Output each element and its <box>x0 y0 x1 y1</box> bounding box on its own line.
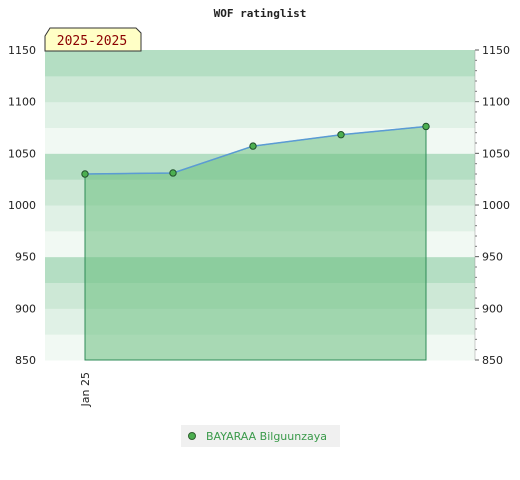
legend-marker <box>188 432 196 440</box>
legend[interactable]: BAYARAA Bilguunzaya <box>181 425 340 447</box>
y-tick-label-right: 1100 <box>482 96 510 109</box>
y-tick-label-right: 950 <box>482 251 503 264</box>
y-tick-label-left: 1150 <box>8 44 36 57</box>
y-tick-label-right: 850 <box>482 354 503 367</box>
grid-band <box>45 50 475 77</box>
data-points <box>81 122 430 178</box>
season-badge: 2025-2025 <box>44 27 142 52</box>
y-tick-label-left: 1000 <box>8 199 36 212</box>
y-tick-label-left: 950 <box>15 251 36 264</box>
data-point[interactable] <box>81 170 89 178</box>
y-tick-label-left: 900 <box>15 302 36 315</box>
badge-text: 2025-2025 <box>57 34 127 49</box>
y-tick-label-right: 1050 <box>482 147 510 160</box>
data-point[interactable] <box>337 131 345 139</box>
axes: 850 850 900 900 950 950 1000 1000 1050 1050 1100 11… <box>8 44 510 407</box>
y-tick-label-left: 850 <box>15 354 36 367</box>
chart-title: WOF ratinglist <box>214 7 307 20</box>
legend-label: BAYARAA Bilguunzaya <box>206 430 327 443</box>
y-tick-label-right: 1150 <box>482 44 510 57</box>
data-point[interactable] <box>422 122 430 131</box>
data-point[interactable] <box>249 142 257 150</box>
grid-band <box>45 101 475 128</box>
y-tick-label-left: 1100 <box>8 96 36 109</box>
x-tick-label: Jan 25 <box>79 372 92 407</box>
badge-shape <box>44 27 142 52</box>
grid-band <box>45 75 475 103</box>
data-point[interactable] <box>169 169 177 177</box>
y-tick-label-left: 1050 <box>8 147 36 160</box>
legend-box <box>181 425 340 447</box>
y-tick-label-right: 900 <box>482 302 503 315</box>
y-tick-label-right: 1000 <box>482 199 510 212</box>
